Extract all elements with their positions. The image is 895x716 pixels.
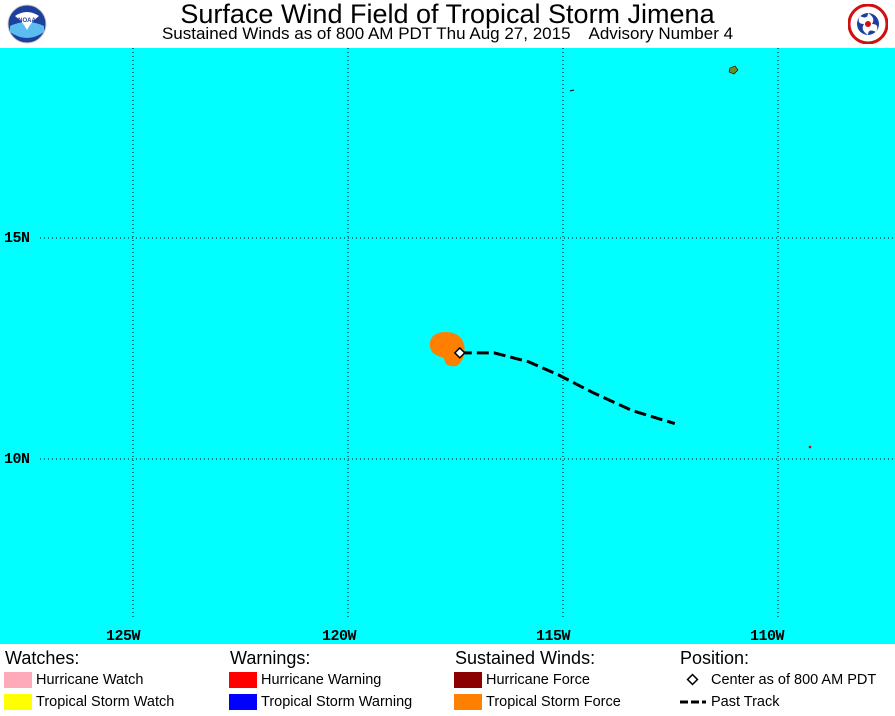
island-clipperton	[808, 445, 812, 449]
nws-logo	[847, 3, 889, 45]
center-diamond-icon	[686, 673, 699, 686]
tropical-storm-warning-label: Tropical Storm Warning	[261, 694, 413, 710]
island-small	[569, 89, 575, 92]
legend-winds-heading: Sustained Winds:	[455, 648, 596, 668]
island-socorro	[728, 65, 739, 75]
center-label: Center as of 800 AM PDT	[711, 672, 877, 688]
legend-position-heading: Position:	[680, 648, 750, 668]
noaa-logo: NOAA	[7, 4, 47, 44]
lon-label-125w: 125W	[106, 628, 141, 644]
tropical-storm-force-swatch	[454, 694, 482, 710]
hurricane-warning-label: Hurricane Warning	[261, 672, 382, 688]
lat-label-10n: 10N	[4, 451, 30, 468]
tropical-storm-watch-swatch	[4, 694, 32, 710]
grid-lines	[40, 48, 895, 618]
tropical-storm-force-label: Tropical Storm Force	[486, 694, 621, 710]
tropical-storm-force-wind-field	[429, 332, 465, 367]
hurricane-watch-label: Hurricane Watch	[36, 672, 144, 688]
page-subtitle: Sustained Winds as of 800 AM PDT Thu Aug…	[161, 24, 734, 43]
hurricane-warning-swatch	[229, 672, 257, 688]
hurricane-watch-swatch	[4, 672, 32, 688]
lat-label-15n: 15N	[4, 230, 30, 247]
map-canvas	[40, 48, 895, 618]
hurricane-force-swatch	[454, 672, 482, 688]
hurricane-force-label: Hurricane Force	[486, 672, 590, 688]
islands	[569, 65, 812, 449]
legend-warnings-heading: Warnings:	[230, 648, 311, 668]
past-track-line	[459, 351, 676, 426]
page-title: Surface Wind Field of Tropical Storm Jim…	[180, 0, 715, 29]
header: NOAA Surface Wind Field of Tropical Stor…	[0, 0, 895, 48]
tropical-storm-warning-swatch	[229, 694, 257, 710]
legend-watches-heading: Watches:	[5, 648, 80, 668]
lon-label-110w: 110W	[750, 628, 785, 644]
past-track-label: Past Track	[711, 694, 780, 710]
storm-center-marker	[453, 346, 466, 359]
past-track-icon	[680, 700, 706, 704]
tropical-storm-watch-label: Tropical Storm Watch	[36, 694, 175, 710]
legend: Watches: Warnings: Sustained Winds: Posi…	[0, 644, 895, 716]
lon-label-120w: 120W	[322, 628, 357, 644]
lon-label-115w: 115W	[536, 628, 571, 644]
storm-map: 15N 10N 125W 120W 115W 110W	[0, 48, 895, 644]
noaa-logo-text: NOAA	[18, 18, 36, 24]
